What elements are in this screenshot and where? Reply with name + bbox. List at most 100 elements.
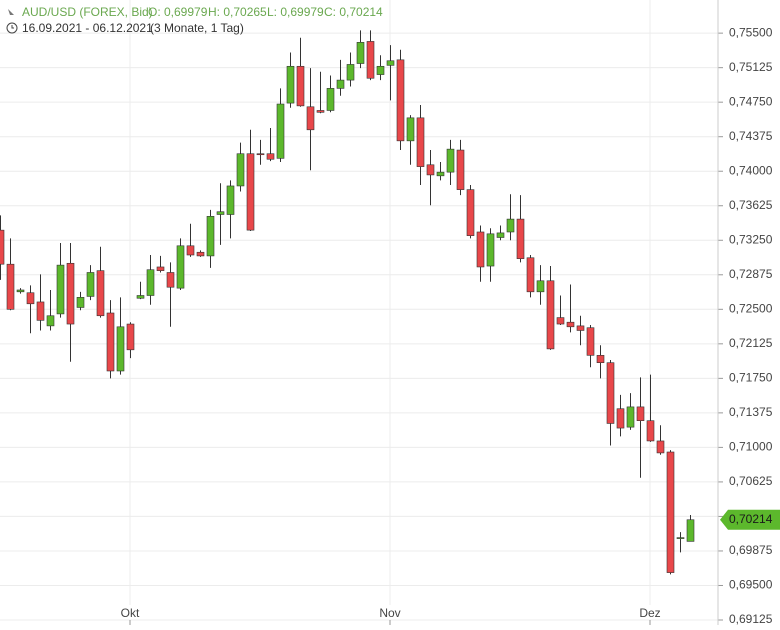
y-tick-label: 0,71375 [729, 405, 773, 419]
grid [0, 0, 718, 621]
candle-body [0, 229, 5, 265]
candle-body [576, 325, 585, 331]
candle-body [556, 317, 565, 325]
candle-body [496, 232, 505, 238]
candle-body [316, 110, 325, 113]
candle-body [246, 153, 255, 231]
candle-body [596, 355, 605, 364]
candle-body [386, 60, 395, 66]
candle-body [486, 233, 495, 267]
candle-body [446, 148, 455, 173]
candle-body [376, 65, 385, 75]
candle-body [146, 269, 155, 296]
candle-body [686, 519, 695, 542]
candle-body [186, 245, 195, 256]
candle-body [636, 406, 645, 421]
candle-body [666, 451, 675, 573]
candle-body [346, 64, 355, 81]
candle-body [456, 149, 465, 190]
y-tick-label: 0,71750 [729, 371, 773, 385]
y-tick-label: 0,69500 [729, 578, 773, 592]
header: AUD/USD (FOREX, Bid) O: 0,69979 H: 0,702… [6, 5, 383, 35]
candle-body [506, 218, 515, 233]
y-tick-label: 0,71000 [729, 440, 773, 454]
candle-body [326, 88, 335, 111]
x-tick-label: Dez [639, 606, 660, 620]
candle-body [436, 171, 445, 177]
icon [8, 9, 14, 15]
candle-body [676, 537, 685, 539]
candle-body [86, 272, 95, 297]
candle-body [526, 257, 535, 293]
candle-body [516, 218, 525, 259]
candle-body [366, 41, 375, 79]
clock-hand [11, 25, 14, 29]
candle-body [136, 295, 145, 299]
candle-body [26, 292, 35, 305]
last-value-label: 0,70214 [729, 512, 773, 526]
candle-body [286, 65, 295, 104]
candle-body [16, 289, 25, 293]
candle-body [76, 297, 85, 308]
candle-body [336, 79, 345, 89]
y-tick-label: 0,69125 [729, 612, 773, 625]
candle-body [96, 270, 105, 317]
ohlc-label: H: 0,70265 [208, 5, 267, 19]
clock-icon [6, 22, 18, 34]
candle-body [626, 406, 635, 428]
y-tick-label: 0,75125 [729, 60, 773, 74]
candle-body [66, 262, 75, 325]
candle-body [196, 251, 205, 257]
candle-body [306, 106, 315, 131]
candle-body [296, 65, 305, 107]
candle-body [216, 211, 225, 215]
candle-body [256, 153, 265, 156]
y-tick-label: 0,74000 [729, 163, 773, 177]
y-tick-label: 0,75500 [729, 25, 773, 39]
candle-body [126, 323, 135, 351]
candle-body [606, 362, 615, 424]
y-tick-label: 0,72875 [729, 267, 773, 281]
candle-body [616, 408, 625, 429]
y-tick-label: 0,73625 [729, 198, 773, 212]
y-tick-label: 0,74375 [729, 129, 773, 143]
candle-body [156, 266, 165, 271]
candle-body [226, 185, 235, 215]
candle-body [416, 117, 425, 167]
candle-body [646, 420, 655, 442]
candle-body [536, 280, 545, 293]
y-tick-label: 0,70625 [729, 474, 773, 488]
y-tick-label: 0,69875 [729, 543, 773, 557]
candle-body [166, 272, 175, 288]
candle-body [206, 216, 215, 257]
chart-title: AUD/USD (FOREX, Bid) [22, 5, 153, 19]
candle-body [566, 321, 575, 328]
candle-body [236, 153, 245, 187]
candle-body [56, 264, 65, 315]
y-tick-label: 0,72500 [729, 301, 773, 315]
candle-body [656, 440, 665, 454]
candle-body [356, 42, 365, 64]
candle-body [116, 326, 125, 372]
ohlc-label: L: 0,69979 [267, 5, 324, 19]
ohlc-label: C: 0,70214 [324, 5, 383, 19]
candle-body [46, 315, 55, 327]
candle-body [426, 164, 435, 176]
x-tick-label: Nov [379, 606, 400, 620]
y-tick-label: 0,72125 [729, 336, 773, 350]
candle-body [6, 263, 15, 310]
candle-body [176, 245, 185, 289]
candle-body [36, 301, 45, 321]
candle-body [406, 117, 415, 142]
y-tick-label: 0,73250 [729, 232, 773, 246]
candle-body [546, 280, 555, 350]
subtitle: 16.09.2021 - 06.12.2021 [22, 21, 153, 35]
y-tick-label: 0,74750 [729, 94, 773, 108]
candle-body [396, 59, 405, 142]
candle-body [266, 153, 275, 160]
candle-body [276, 103, 285, 159]
ohlc-label: O: 0,69979 [148, 5, 208, 19]
candle-body [106, 312, 115, 372]
last-value-tag [720, 509, 780, 530]
